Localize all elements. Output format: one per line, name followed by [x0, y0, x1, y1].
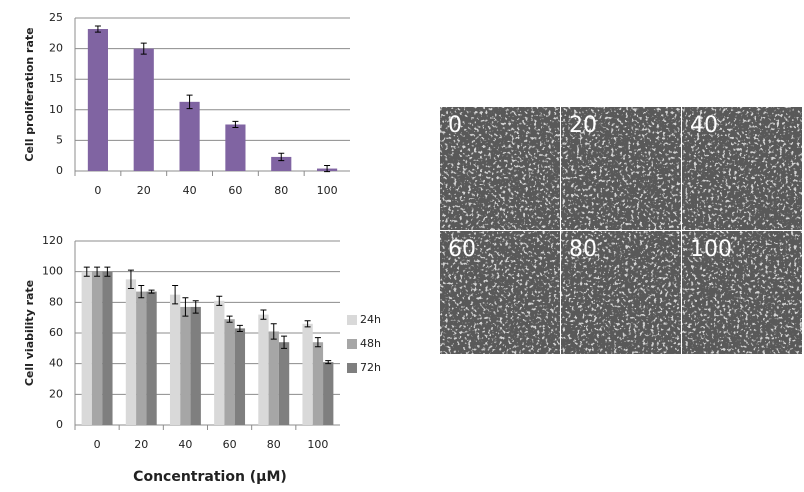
error-bar — [140, 42, 147, 55]
error-bar — [278, 152, 285, 162]
error-bar — [304, 320, 311, 328]
x-tick-label: 100 — [317, 184, 338, 197]
error-bar — [104, 266, 111, 277]
error-bar — [138, 284, 145, 299]
bar — [268, 331, 279, 425]
x-tick-label: 60 — [223, 438, 237, 451]
error-bar — [236, 324, 243, 332]
error-bar — [94, 266, 101, 277]
y-tick-label: 25 — [49, 11, 63, 24]
cell-texture — [682, 231, 802, 354]
error-bar — [260, 309, 267, 320]
cell-texture — [682, 107, 802, 230]
legend-swatch — [347, 315, 357, 325]
micrograph-label: 80 — [569, 237, 597, 262]
x-tick-label: 20 — [137, 184, 151, 197]
legend-label: 72h — [360, 361, 381, 374]
error-bar — [314, 337, 321, 348]
x-tick-label: 40 — [183, 184, 197, 197]
micrograph-label: 60 — [448, 237, 476, 262]
error-bar — [94, 25, 101, 33]
y-axis-label: Cell viability rate — [23, 280, 36, 386]
error-bar — [216, 295, 223, 306]
y-tick-label: 120 — [42, 234, 63, 247]
bar — [169, 294, 181, 425]
x-tick-label: 80 — [267, 438, 281, 451]
bar — [271, 156, 292, 171]
x-tick-label: 60 — [228, 184, 242, 197]
bar — [323, 362, 334, 425]
error-bar — [182, 297, 189, 317]
y-tick-label: 80 — [49, 295, 63, 308]
bar — [91, 271, 103, 425]
micrograph-label: 40 — [690, 113, 718, 138]
y-tick-label: 60 — [49, 326, 63, 339]
bar — [258, 314, 269, 425]
y-tick-label: 10 — [49, 103, 63, 116]
cell-texture — [440, 231, 560, 354]
error-bar — [325, 360, 332, 365]
y-tick-label: 40 — [49, 357, 63, 370]
bar — [102, 271, 113, 425]
x-tick-label: 0 — [94, 184, 101, 197]
y-tick-label: 0 — [56, 418, 63, 431]
x-tick-label: 40 — [178, 438, 192, 451]
error-bar — [281, 335, 288, 349]
bar — [302, 323, 313, 425]
micrograph-label: 20 — [569, 113, 597, 138]
y-tick-label: 100 — [42, 265, 63, 278]
bar — [125, 279, 137, 425]
legend-swatch — [347, 363, 357, 373]
error-bar — [192, 300, 199, 314]
micrograph-grid: 0 20 40 60 80 100 — [440, 107, 802, 354]
cell-texture — [561, 107, 681, 230]
x-tick-label: 20 — [134, 438, 148, 451]
micrograph-label: 100 — [690, 237, 732, 262]
error-bar — [226, 315, 233, 323]
bar — [133, 48, 154, 171]
bar — [136, 291, 147, 425]
cell-texture — [561, 231, 681, 354]
cell-texture — [440, 107, 560, 230]
bar — [278, 342, 290, 425]
bar — [234, 328, 246, 425]
x-tick-label: 80 — [274, 184, 288, 197]
micrograph-label: 0 — [448, 113, 462, 138]
error-bar — [172, 284, 179, 305]
y-axis-label: Cell proliferation rate — [23, 27, 36, 161]
x-axis-label: Concentration (μM) — [133, 469, 287, 485]
x-tick-label: 100 — [307, 438, 328, 451]
x-tick-label: 0 — [94, 438, 101, 451]
bar — [224, 319, 235, 425]
bar — [190, 306, 201, 425]
error-bar — [83, 266, 90, 277]
y-tick-label: 15 — [49, 72, 63, 85]
legend-swatch — [347, 339, 357, 349]
error-bar — [270, 323, 277, 340]
bar — [81, 271, 92, 425]
legend-label: 24h — [360, 313, 381, 326]
error-bar — [127, 269, 134, 290]
y-tick-label: 0 — [56, 164, 63, 177]
bar — [180, 306, 191, 425]
bar — [225, 124, 246, 171]
bar — [87, 29, 108, 171]
bar — [312, 342, 324, 425]
legend-label: 48h — [360, 337, 381, 350]
error-bar — [324, 164, 331, 173]
y-tick-label: 20 — [49, 387, 63, 400]
error-bar — [232, 120, 239, 129]
y-tick-label: 20 — [49, 42, 63, 55]
bar — [214, 300, 225, 425]
bar — [179, 101, 200, 171]
bar — [146, 291, 157, 425]
y-tick-label: 5 — [56, 133, 63, 146]
error-bar — [186, 94, 193, 110]
error-bar — [148, 289, 155, 294]
